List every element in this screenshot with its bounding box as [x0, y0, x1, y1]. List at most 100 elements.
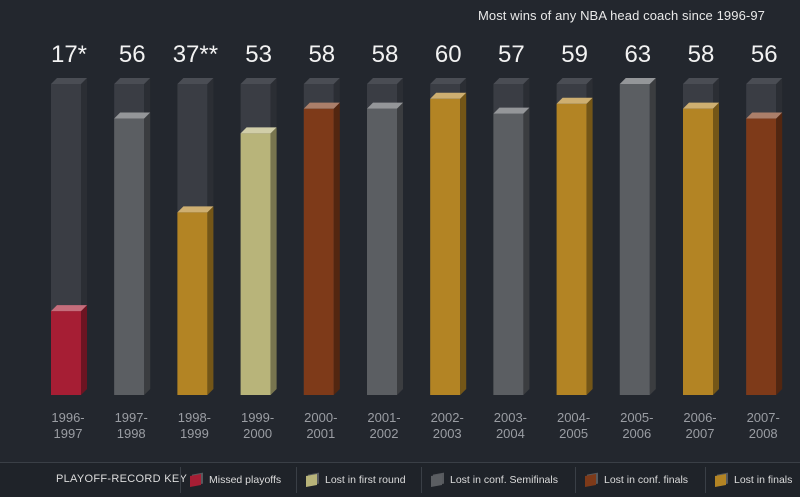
x-tick-label: 1996-	[51, 410, 84, 425]
bar-top	[683, 102, 719, 109]
bar-track-top	[746, 78, 783, 84]
key-label: Lost in conf. finals	[604, 474, 689, 486]
bar	[493, 113, 524, 395]
x-tick-label: 1999	[180, 426, 209, 441]
bar-value-label: 56	[119, 41, 146, 68]
x-tick-label: 2000	[243, 426, 272, 441]
bar-track-top	[177, 78, 214, 84]
x-tick-label: 1999-	[241, 410, 274, 425]
x-tick-label: 2005-	[620, 410, 653, 425]
bar-side	[523, 107, 530, 395]
x-tick-label: 2008	[749, 426, 778, 441]
key-divider	[575, 467, 576, 493]
bar	[746, 118, 777, 396]
bar	[114, 118, 145, 396]
playoff-record-key: PLAYOFF-RECORD KEY Missed playoffs Lost …	[0, 462, 800, 497]
bar-value-label: 58	[372, 41, 399, 68]
bar-value-label: 57	[498, 41, 525, 68]
bar-value-label: 59	[561, 41, 588, 68]
key-item-lost-finals: Lost in finals	[715, 472, 792, 488]
bar-side	[270, 127, 277, 395]
lost-first-round-swatch	[306, 473, 317, 487]
x-tick-label: 2000-	[304, 410, 337, 425]
bar-track-top	[683, 78, 719, 84]
bar-top	[493, 107, 530, 114]
x-tick-label: 2003-	[494, 410, 527, 425]
bar-track-top	[430, 78, 467, 84]
bar-top	[367, 102, 403, 109]
x-tick-label: 2007	[686, 426, 715, 441]
x-tick-label: 2004	[496, 426, 525, 441]
bar-track-top	[367, 78, 403, 84]
bar-value-label: 63	[624, 41, 651, 68]
bar-track-top	[114, 78, 151, 84]
x-tick-label: 2002	[370, 426, 399, 441]
x-tick-label: 2003	[433, 426, 462, 441]
bar-value-label: 58	[308, 41, 335, 68]
lost-conf-semifinals-swatch	[431, 473, 442, 487]
bar-track-top	[303, 78, 340, 84]
x-tick-label: 1998-	[178, 410, 211, 425]
bar-side	[333, 102, 340, 395]
bar	[367, 108, 397, 395]
bar	[683, 108, 713, 395]
bar-top	[177, 206, 214, 213]
bar	[619, 84, 650, 395]
x-tick-label: 2001-	[367, 410, 400, 425]
x-tick-label: 2007-	[747, 410, 780, 425]
bar-top	[240, 127, 277, 134]
key-divider	[296, 467, 297, 493]
bar-track-top	[240, 78, 277, 84]
bar-value-label: 58	[688, 41, 715, 68]
bar-value-label: 56	[751, 41, 778, 68]
bar-top	[114, 112, 151, 119]
bar-value-label: 53	[245, 41, 272, 68]
key-label: Lost in conf. Semifinals	[450, 474, 558, 486]
key-title: PLAYOFF-RECORD KEY	[56, 473, 188, 485]
bar-side	[397, 102, 403, 395]
lost-finals-swatch	[715, 473, 726, 487]
x-tick-label: 2002-	[431, 410, 464, 425]
bar	[177, 212, 208, 395]
x-tick-label: 2006	[622, 426, 651, 441]
bar-value-label: 17*	[51, 41, 87, 68]
bar	[556, 103, 587, 395]
key-item-lost-conf-semifinals: Lost in conf. Semifinals	[431, 472, 558, 488]
x-tick-label: 1997-	[115, 410, 148, 425]
key-item-lost-first-round: Lost in first round	[306, 472, 406, 488]
bar-side	[81, 305, 87, 395]
x-tick-label: 1998	[117, 426, 146, 441]
missed-playoffs-swatch	[190, 473, 201, 487]
key-divider	[180, 467, 181, 493]
bar-side	[460, 92, 467, 396]
bar-track-top	[493, 78, 530, 84]
bar-top	[51, 305, 87, 312]
key-label: Lost in finals	[734, 474, 793, 486]
x-tick-label: 2006-	[683, 410, 716, 425]
bar	[303, 108, 334, 395]
bar-track-top	[556, 78, 593, 84]
bar-side	[586, 97, 593, 395]
bar-top	[430, 92, 467, 99]
bar-track-top	[51, 78, 87, 84]
bar-value-label: 37**	[173, 41, 218, 68]
bar-chart: 17* 1996-1997 56 1997-1998 37** 1998-1999 53 19…	[51, 41, 783, 441]
x-tick-label: 2005	[559, 426, 588, 441]
bar-side	[649, 78, 656, 395]
bar-side	[144, 112, 151, 396]
bar-side	[776, 112, 783, 396]
key-label: Missed playoffs	[209, 474, 282, 486]
key-item-lost-conf-finals: Lost in conf. finals	[585, 472, 688, 488]
bar	[51, 311, 81, 395]
bar-top	[619, 78, 656, 84]
bar-top	[556, 97, 593, 104]
bar-top	[746, 112, 783, 119]
key-divider	[705, 467, 706, 493]
x-tick-label: 1997	[54, 426, 83, 441]
key-label: Lost in first round	[325, 474, 406, 486]
lost-conf-finals-swatch	[585, 473, 596, 487]
chart-subtitle: Most wins of any NBA head coach since 19…	[477, 8, 765, 23]
bar-side	[207, 206, 214, 395]
key-divider	[421, 467, 422, 493]
bar-side	[713, 102, 719, 395]
